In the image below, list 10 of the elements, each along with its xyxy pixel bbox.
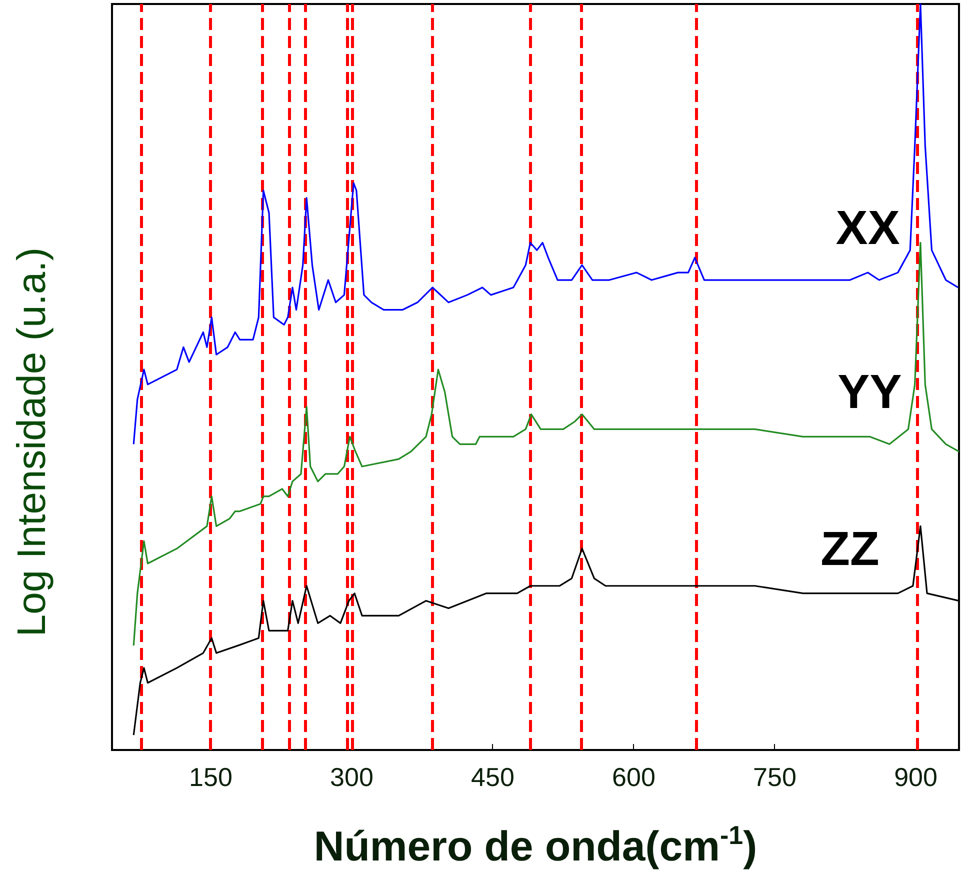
y-axis-title: Log Intensidade (u.a.) <box>10 247 54 637</box>
x-tick-label: 600 <box>612 762 656 792</box>
series-label: ZZ <box>820 522 880 576</box>
series-label: XX <box>836 202 900 256</box>
x-tick-label: 150 <box>189 762 232 792</box>
x-tick-label: 450 <box>471 762 514 792</box>
x-tick-label: 300 <box>330 762 374 792</box>
x-tick-label: 900 <box>894 762 938 792</box>
series-label: YY <box>838 366 902 420</box>
x-tick-label: 750 <box>753 762 796 792</box>
